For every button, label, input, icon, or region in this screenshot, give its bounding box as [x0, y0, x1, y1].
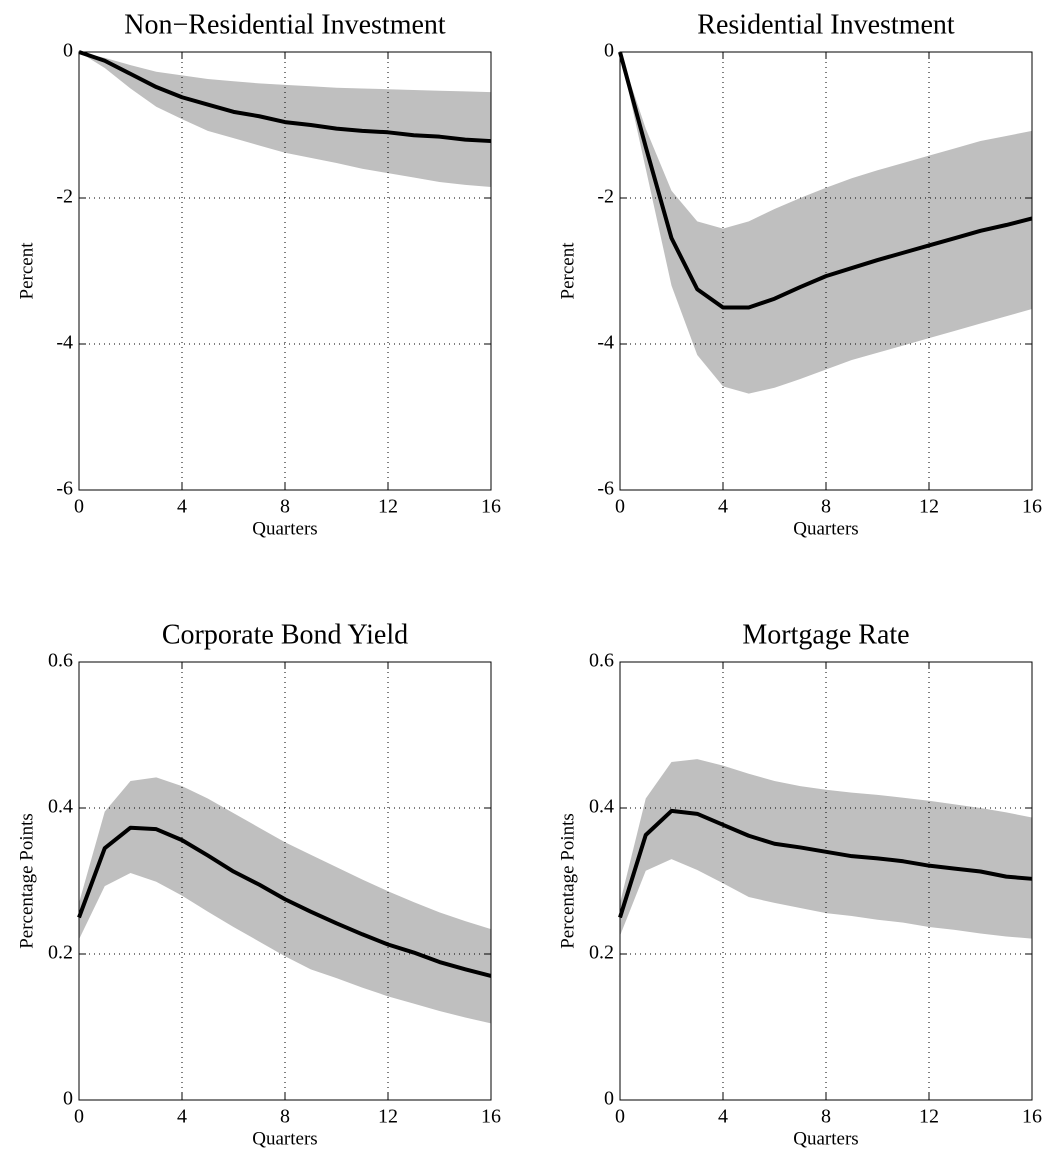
x-tick-label: 16: [481, 496, 501, 518]
plot-frame: [619, 51, 1033, 491]
y-tick-label: 0: [604, 40, 614, 62]
y-tick-label: 0: [63, 40, 73, 62]
y-tick-label: 0.4: [589, 796, 614, 818]
x-tick-label: 0: [74, 496, 84, 518]
y-axis-label: Percentage Points: [16, 813, 37, 949]
y-tick-label: -4: [56, 332, 73, 354]
x-axis-label: Quarters: [793, 1128, 858, 1149]
y-tick-label: 0: [63, 1088, 73, 1110]
chart-title: Residential Investment: [697, 9, 955, 40]
x-tick-label: 4: [718, 1106, 728, 1128]
x-tick-label: 16: [1022, 496, 1042, 518]
x-tick-label: 12: [378, 496, 398, 518]
plot-frame: [78, 661, 492, 1101]
y-tick-label: 0.2: [48, 942, 73, 964]
x-tick-label: 16: [481, 1106, 501, 1128]
response-line: [618, 51, 1033, 310]
x-tick-label: 4: [718, 496, 728, 518]
chart-title: Corporate Bond Yield: [162, 619, 408, 650]
y-tick-label: 0: [604, 1088, 614, 1110]
y-tick-label: -2: [597, 186, 614, 208]
y-tick-label: -2: [56, 186, 73, 208]
x-tick-label: 8: [821, 496, 831, 518]
x-tick-label: 4: [177, 496, 187, 518]
chart-title: Mortgage Rate: [742, 619, 909, 650]
y-axis-label: Percent: [16, 242, 37, 300]
x-axis-label: Quarters: [252, 1128, 317, 1149]
x-tick-label: 8: [280, 496, 290, 518]
response-line: [618, 808, 1033, 919]
y-axis-label: Percentage Points: [557, 813, 578, 949]
chart-title: Non−Residential Investment: [124, 9, 446, 40]
response-line: [78, 50, 492, 144]
y-tick-label: 0.4: [48, 796, 73, 818]
x-tick-label: 12: [378, 1106, 398, 1128]
x-tick-label: 16: [1022, 1106, 1042, 1128]
confidence-band: [620, 759, 1032, 939]
x-tick-label: 8: [821, 1106, 831, 1128]
response-line: [77, 825, 492, 978]
y-tick-label: -4: [597, 332, 614, 354]
x-tick-label: 0: [615, 1106, 625, 1128]
x-tick-label: 8: [280, 1106, 290, 1128]
y-tick-label: 0.6: [589, 650, 614, 672]
x-axis-label: Quarters: [252, 518, 317, 539]
y-tick-label: 0.6: [48, 650, 73, 672]
y-tick-label: 0.2: [589, 942, 614, 964]
plot-frame: [78, 51, 492, 491]
x-tick-label: 0: [615, 496, 625, 518]
confidence-band: [79, 52, 491, 188]
x-axis-label: Quarters: [793, 518, 858, 539]
x-tick-label: 12: [919, 496, 939, 518]
x-tick-label: 0: [74, 1106, 84, 1128]
x-tick-label: 4: [177, 1106, 187, 1128]
y-tick-label: -6: [56, 478, 73, 500]
plot-frame: [619, 661, 1033, 1101]
y-tick-label: -6: [597, 478, 614, 500]
x-tick-label: 12: [919, 1106, 939, 1128]
y-axis-label: Percent: [557, 242, 578, 300]
